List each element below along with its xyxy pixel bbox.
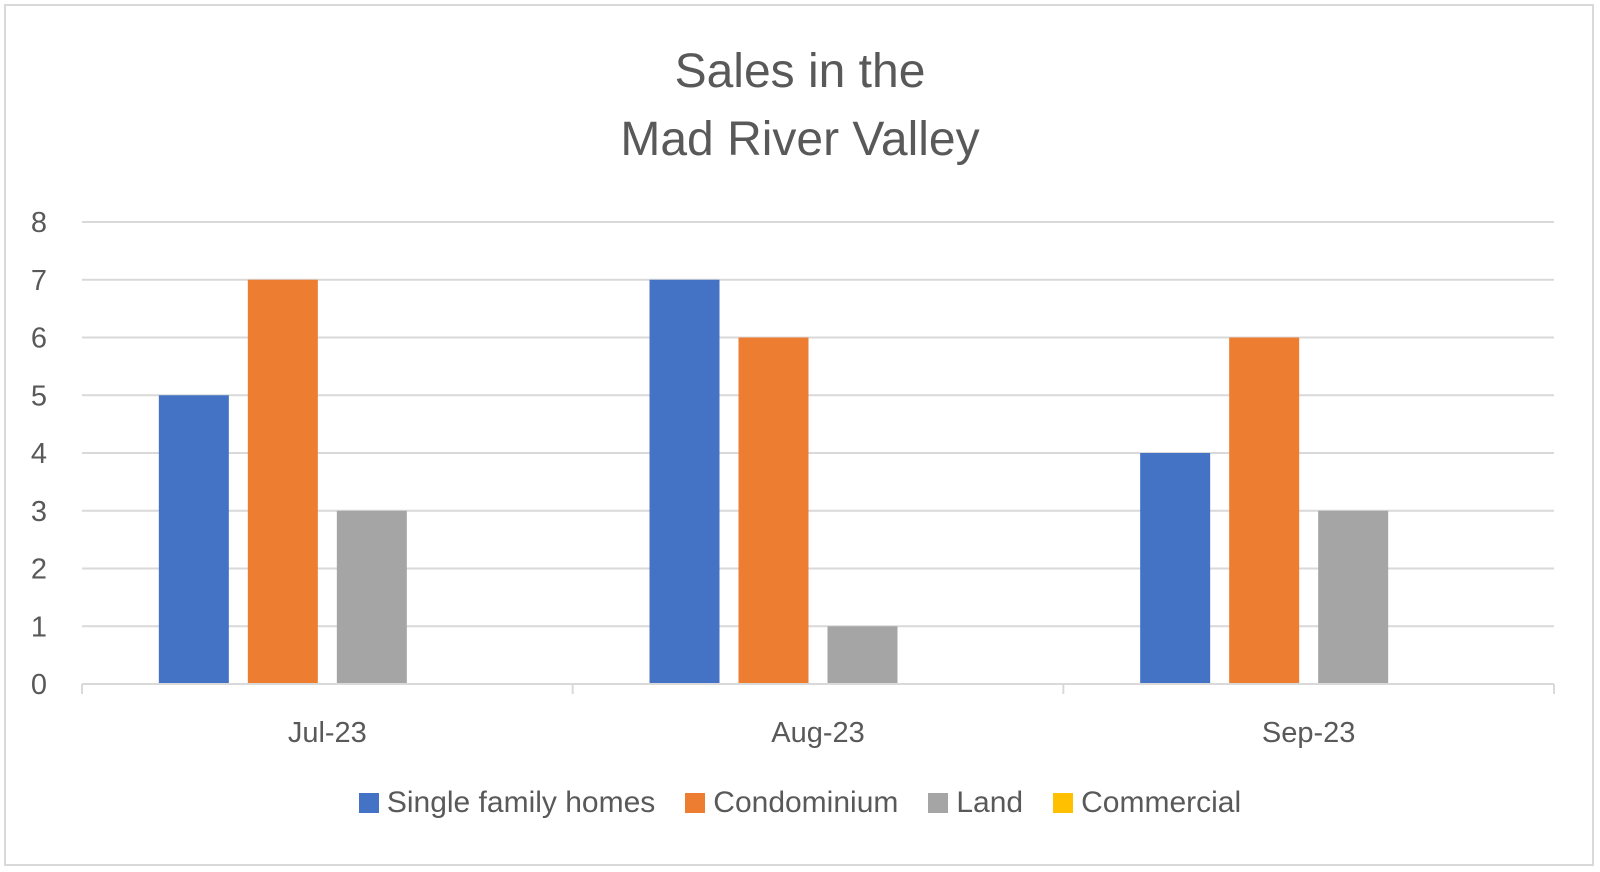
gridlines — [82, 221, 1554, 628]
legend-swatch — [685, 793, 706, 813]
y-tick-label: 4 — [31, 438, 47, 470]
y-tick-label: 5 — [31, 380, 47, 412]
chart-title-line-2: Mad River Valley — [620, 113, 980, 166]
y-tick-label: 2 — [31, 554, 47, 586]
y-tick-label: 0 — [31, 669, 47, 701]
y-tick-label: 7 — [31, 265, 47, 297]
chart-title-line-1: Sales in the — [674, 45, 926, 98]
bar-single-family-homes-aug-23 — [649, 279, 720, 684]
x-tick-label: Jul-23 — [288, 717, 367, 749]
legend-label: Land — [956, 786, 1024, 819]
bar-land-aug-23 — [827, 626, 898, 684]
legend-swatch — [1053, 793, 1074, 813]
bars — [158, 279, 1389, 684]
x-tick-label: Aug-23 — [771, 717, 865, 749]
y-tick-label: 3 — [31, 496, 47, 528]
legend-item: Commercial — [1053, 786, 1241, 820]
legend-label: Commercial — [1081, 786, 1242, 819]
bar-land-sep-23 — [1318, 510, 1389, 684]
legend: Single family homes Condominium Land Commer… — [0, 786, 1600, 820]
y-tick-label: 6 — [31, 323, 47, 355]
x-axis-ticks: Jul-23 Aug-23 Sep-23 — [288, 717, 1356, 749]
y-tick-label: 1 — [31, 611, 47, 643]
bar-single-family-homes-jul-23 — [158, 395, 229, 684]
legend-swatch — [928, 793, 949, 813]
bar-condominium-aug-23 — [738, 337, 809, 684]
bar-single-family-homes-sep-23 — [1140, 453, 1211, 684]
bar-land-jul-23 — [336, 510, 407, 684]
legend-item: Condominium — [685, 786, 898, 820]
x-axis — [81, 683, 1555, 694]
legend-label: Condominium — [713, 786, 899, 819]
y-tick-label: 8 — [31, 207, 47, 239]
chart-title: Sales in the Mad River Valley — [0, 38, 1600, 174]
bar-condominium-jul-23 — [247, 279, 318, 684]
legend-item: Single family homes — [358, 786, 656, 820]
bar-condominium-sep-23 — [1229, 337, 1300, 684]
legend-label: Single family homes — [386, 786, 656, 819]
y-axis-ticks: 0 1 2 3 4 5 6 7 8 — [31, 207, 47, 701]
legend-item: Land — [928, 786, 1023, 820]
legend-swatch — [358, 793, 379, 813]
x-tick-label: Sep-23 — [1262, 717, 1356, 749]
